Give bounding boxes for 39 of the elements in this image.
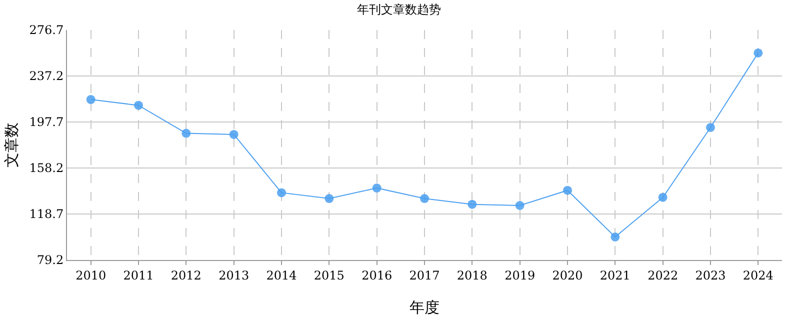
point	[515, 201, 524, 210]
x-tick-label: 2018	[456, 268, 488, 282]
y-tick-label: 79.2	[36, 253, 64, 268]
x-axis-title: 年度	[410, 298, 440, 316]
x-tick-label: 2023	[695, 268, 726, 282]
x-tick-label: 2024	[742, 268, 774, 282]
point	[420, 194, 429, 204]
y-tick-label: 118.7	[29, 207, 64, 222]
y-tick-label: 276.7	[29, 23, 64, 38]
point	[277, 188, 286, 198]
point	[610, 232, 620, 242]
x-tick-label: 2015	[314, 268, 344, 282]
x-tick-label: 2019	[504, 268, 536, 282]
x-tick-label: 2012	[170, 268, 202, 282]
y-tick-label: 197.7	[29, 115, 64, 130]
y-tick-label: 237.2	[29, 69, 64, 84]
point	[324, 194, 334, 204]
chart-title: 年刊文章数趋势	[357, 2, 441, 16]
y-tick-label: 158.2	[29, 161, 64, 176]
point	[182, 128, 191, 138]
x-tick-label: 2016	[362, 268, 392, 282]
point	[134, 100, 143, 110]
point	[754, 48, 763, 58]
x-tick-label: 2020	[552, 268, 583, 282]
point	[372, 184, 382, 193]
point	[706, 122, 715, 132]
y-axis-title: 文章数	[2, 122, 20, 168]
x-tick-label: 2011	[123, 268, 154, 282]
x-tick-label: 2014	[266, 268, 298, 282]
x-tick-label: 2010	[76, 268, 106, 282]
x-tick-label: 2013	[218, 268, 250, 282]
x-tick-label: 2021	[600, 268, 630, 282]
point	[86, 95, 96, 104]
x-tick-label: 2022	[648, 268, 678, 282]
point	[563, 186, 572, 195]
point	[468, 200, 477, 209]
point	[229, 130, 238, 139]
point	[658, 192, 668, 202]
x-tick-label: 2017	[409, 268, 440, 282]
